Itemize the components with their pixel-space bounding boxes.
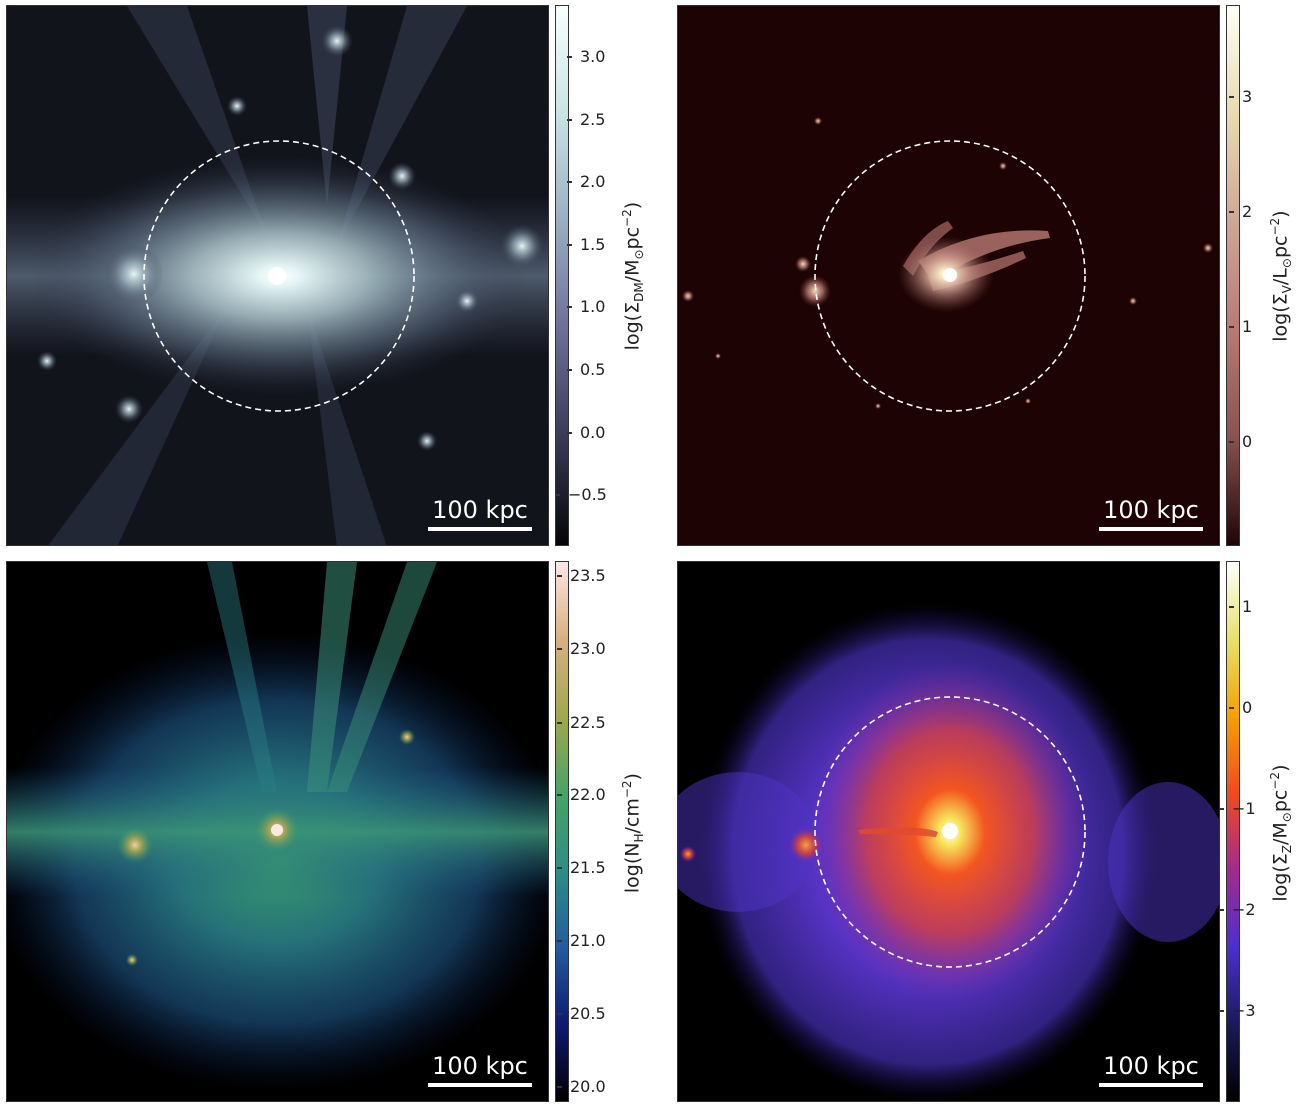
dm-image	[7, 6, 548, 545]
dm-tick-1: 2.5	[566, 110, 606, 129]
metals-tick-1: 0	[1228, 698, 1253, 717]
gas-tick-4: 21.5	[557, 858, 606, 877]
dm-scalebar-label: 100 kpc	[432, 496, 528, 524]
gas-scalebar-label: 100 kpc	[432, 1052, 528, 1080]
dm-colorbar	[555, 5, 569, 546]
metals-scalebar: 100 kpc	[1099, 1053, 1203, 1087]
stars-scalebar-line	[1099, 527, 1203, 531]
dm-tick-2: 2.0	[566, 172, 606, 191]
metals-colorbar	[1226, 561, 1240, 1102]
gas-colorbar	[555, 561, 569, 1102]
metals-scalebar-label: 100 kpc	[1103, 1052, 1199, 1080]
stars-scalebar-label: 100 kpc	[1103, 496, 1199, 524]
gas-tick-1: 23.0	[557, 639, 606, 658]
gas-tick-5: 21.0	[557, 931, 606, 950]
stars-scalebar: 100 kpc	[1099, 497, 1203, 531]
dm-scalebar: 100 kpc	[428, 497, 532, 531]
gas-tick-3: 22.0	[557, 785, 606, 804]
metals-panel: 100 kpc	[677, 561, 1220, 1102]
metals-tick-4: −3	[1219, 1001, 1256, 1020]
dm-tick-6: 0.0	[566, 423, 606, 442]
metals-tick-3: −2	[1219, 900, 1256, 919]
stars-tick-0: 3	[1228, 87, 1253, 106]
gas-tick-0: 23.5	[557, 566, 606, 585]
stars-colorbar	[1226, 5, 1240, 546]
dm-colorbar-label: log(ΣDM/M⊙pc−2)	[619, 201, 647, 351]
stars-tick-2: 1	[1228, 317, 1253, 336]
gas-image	[7, 562, 548, 1101]
dm-tick-7: −0.5	[555, 485, 607, 504]
metals-image	[678, 562, 1219, 1101]
stars-panel: 100 kpc	[677, 5, 1220, 546]
gas-tick-2: 22.5	[557, 713, 606, 732]
dm-tick-5: 0.5	[566, 360, 606, 379]
metals-colorbar-label: log(ΣZ/M⊙pc−2)	[1267, 764, 1295, 902]
metals-tick-2: −1	[1219, 799, 1256, 818]
dm-tick-0: 3.0	[566, 47, 606, 66]
gas-colorbar-label: log(NH/cm−2)	[619, 773, 647, 894]
gas-panel: 100 kpc	[6, 561, 549, 1102]
gas-scalebar: 100 kpc	[428, 1053, 532, 1087]
stars-tick-1: 2	[1228, 202, 1253, 221]
stars-colorbar-label: log(ΣV/L⊙pc−2)	[1267, 210, 1295, 342]
dm-tick-4: 1.0	[566, 297, 606, 316]
dm-scalebar-line	[428, 527, 532, 531]
gas-tick-6: 20.5	[557, 1004, 606, 1023]
gas-scalebar-line	[428, 1083, 532, 1087]
stars-tick-3: 0	[1228, 432, 1253, 451]
dm-panel: 100 kpc	[6, 5, 549, 546]
metals-tick-0: 1	[1228, 597, 1253, 616]
dm-tick-3: 1.5	[566, 235, 606, 254]
metals-scalebar-line	[1099, 1083, 1203, 1087]
stars-image	[678, 6, 1219, 545]
gas-tick-7: 20.0	[557, 1077, 606, 1096]
